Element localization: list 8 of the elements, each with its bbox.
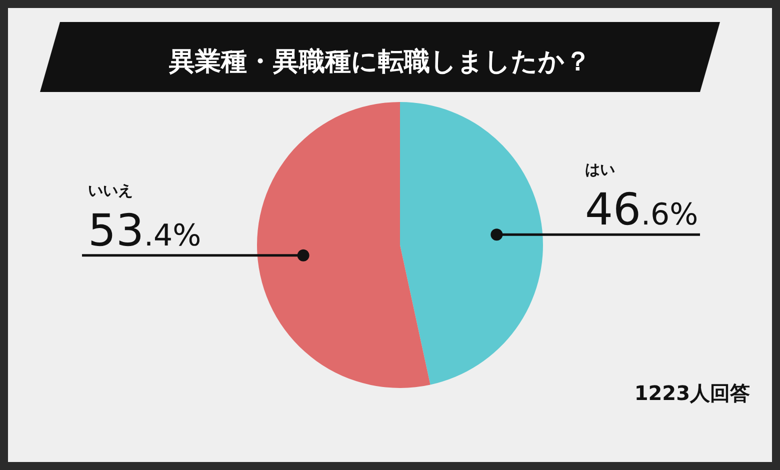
text: 1223人回答: [634, 381, 750, 405]
chart-title: 異業種・異職種に転職しましたか？: [168, 47, 591, 77]
slice-label: いいえ: [88, 181, 133, 200]
data-label: 46.6%: [585, 184, 698, 236]
pie-slice: [400, 102, 543, 385]
data-label: 53.4%: [88, 205, 202, 256]
slice-label: はい: [585, 160, 615, 179]
pie-slice: [257, 102, 430, 388]
